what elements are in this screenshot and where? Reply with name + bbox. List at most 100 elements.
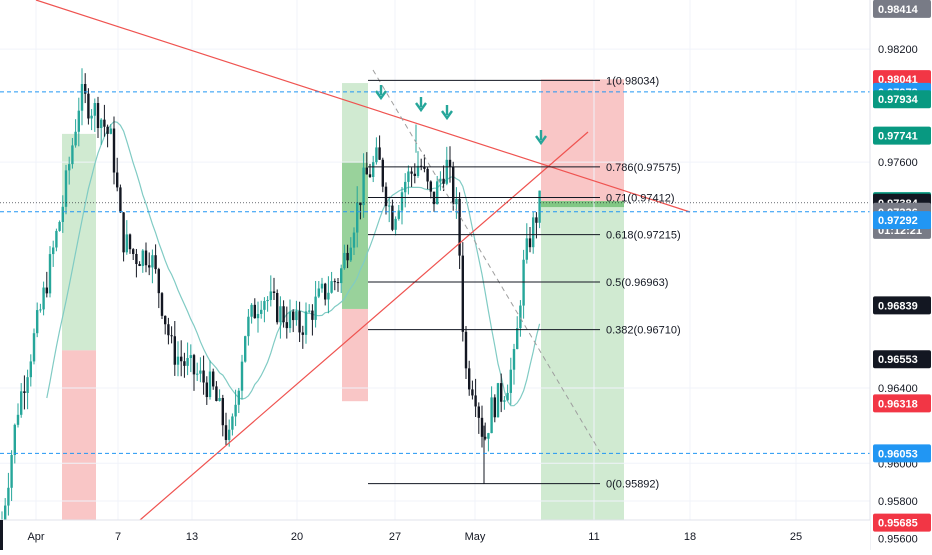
candle-body-75 [240,361,244,391]
candle-body-40 [128,234,132,250]
candle-body-159 [509,369,512,393]
candle-body-111 [356,202,359,233]
candle-body-151 [484,436,487,439]
drawings[interactable] [0,0,870,521]
candle-body-80 [256,313,260,319]
fib-level-label-3: 0.618(0.97215) [606,230,681,242]
time-tick-label-0: Apr [27,531,44,543]
price-badge-11 [873,350,931,369]
time-tick-label-8: 25 [790,531,802,543]
candle-body-121 [388,205,391,207]
time-axis[interactable]: Apr 7 13 20 27 May 11 18 25 [0,519,870,550]
price-tick-label-5: 0.95600 [878,534,918,546]
price-badge-label-4: 0.97741 [878,131,918,143]
price-tick-label-2: 0.96400 [878,383,918,395]
candle-body-147 [471,389,474,396]
candle-body-118 [378,147,381,160]
time-tick-label-7: 18 [684,531,696,543]
candle-body-85 [272,291,276,293]
candle-body-112 [359,202,362,206]
candle-body-152 [487,433,490,439]
fib-level-label-0: 1(0.98034) [606,75,659,87]
price-badge-9 [873,211,931,230]
candle-body-134 [429,181,432,192]
candle-body-116 [372,162,375,177]
candle-body-156 [500,383,503,402]
candle-body-142 [455,198,458,205]
fib-level-label-2: 0.71(0.97412) [606,193,675,205]
candle-body-66 [212,371,215,387]
candle-body-41 [132,249,135,254]
candle-body-74 [237,390,240,405]
candle-body-94 [301,332,304,335]
price-badge-3 [873,90,931,109]
candle-body-107 [343,252,346,269]
position-zone-1 [62,350,96,520]
candle-body-31 [100,119,103,129]
candle-body-13 [42,287,45,310]
candle-body-52 [167,324,170,336]
candle-body-62 [199,370,202,374]
candle-body-10 [32,333,36,362]
candle-body-71 [228,429,231,440]
candle-body-120 [384,186,388,207]
candle-body-167 [535,217,538,223]
candle-body-53 [170,335,173,337]
candle-body-168 [538,190,541,223]
candle-body-157 [503,400,506,402]
position-zone-3 [342,308,368,402]
candle-body-129 [413,173,416,177]
candle-body-124 [397,210,400,219]
candle-body-24 [77,110,80,132]
price-tick-label-1: 0.97600 [878,157,918,169]
candle-body-35 [112,128,116,173]
candle-body-1 [4,505,7,521]
candle-body-19 [61,206,64,222]
time-tick-label-4: 27 [389,531,401,543]
candle-body-98 [314,296,317,320]
price-badge-label-9: 0.97292 [878,215,918,227]
candle-body-20 [64,170,68,207]
candle-body-55 [176,356,180,365]
price-axis[interactable]: 0.982000.976000.964000.960000.958000.956… [869,0,932,550]
candle-body-14 [45,287,48,294]
candle-body-150 [480,417,484,437]
down-arrowhead-3 [535,135,547,146]
candle-body-153 [490,397,493,434]
candle-body-105 [336,282,340,284]
candle-body-84 [269,291,272,300]
candle-body-15 [48,254,52,294]
candle-body-39 [125,234,128,253]
candle-body-165 [528,238,532,248]
price-badge-10 [873,296,931,315]
candle-body-3 [10,455,13,488]
candle-body-29 [93,103,96,116]
candle-body-56 [180,356,183,362]
candle-body-64 [205,382,208,398]
candle-body-117 [375,147,378,163]
fib-level-label-1: 0.786(0.97575) [606,162,681,174]
price-tick-label-4: 0.95800 [878,496,918,508]
candle-body-78 [250,304,253,317]
candle-body-36 [116,172,119,188]
candle-body-46 [148,265,151,268]
candle-body-61 [196,373,199,375]
price-badge-label-3: 0.97934 [878,94,919,106]
fibonacci-retracement[interactable]: 1(0.98034) 0.786(0.97575) 0.71(0.97412) 0.6… [368,75,681,491]
candle-body-23 [74,131,77,146]
position-zone-0 [62,133,96,351]
candle-body-164 [525,238,528,260]
candle-body-90 [288,311,292,329]
candle-body-63 [202,370,205,383]
candle-body-133 [426,168,429,182]
candle-body-136 [436,181,439,205]
candle-body-140 [448,159,452,167]
candle-body-162 [519,305,522,329]
candle-body-72 [231,416,234,430]
candle-body-166 [532,217,535,248]
candle-body-79 [253,304,256,319]
position-zones [62,79,624,554]
price-badge-label-10: 0.96839 [878,300,918,312]
